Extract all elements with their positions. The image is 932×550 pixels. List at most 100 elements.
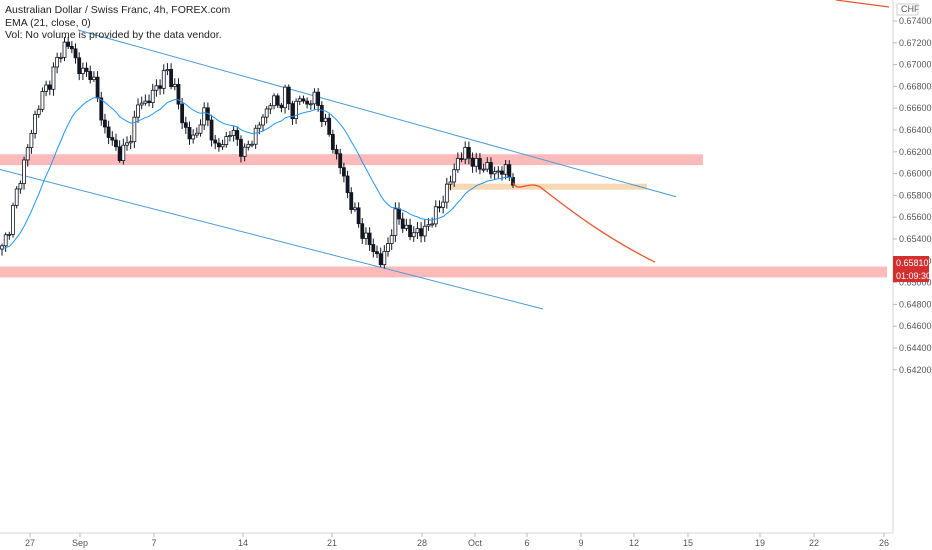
candle-up [297,98,302,102]
candle-up [389,235,394,244]
time-tick-label: 26 [879,538,889,548]
candle-down [66,41,71,47]
candle-down [88,71,93,80]
candle-up [272,95,276,107]
price-tick-label: 0.64600 [899,321,932,331]
volume-legend: Vol: No volume is provided by the data v… [5,29,222,41]
candle-down [349,192,354,211]
time-axis: 27 Sep 7 14 21 28 Oct 6 9 12 15 19 22 26 [25,533,889,548]
support-resistance-zones [0,154,887,278]
candle-up [415,228,420,234]
candle-up [283,86,287,109]
candle-up [128,141,133,144]
price-zone [0,154,703,166]
time-tick-label: 12 [629,538,639,548]
candle-up [125,142,129,146]
candle-up [92,76,96,80]
price-zone [0,266,887,278]
last-price-value: 0.65810 [896,258,929,268]
candle-up [18,183,23,190]
candle-up [448,181,453,185]
ema-line [1,97,514,250]
candle-down [216,142,221,148]
chart-legend: Australian Dollar / Swiss Franc, 4h, FOR… [5,4,230,42]
candle-up [323,117,328,122]
candle-up [312,91,317,105]
candle-down [47,84,52,90]
candle-up [294,100,299,120]
candle-up [430,223,435,226]
candle-down [301,98,306,102]
candle-down [459,158,464,160]
candle-down [478,158,482,170]
currency-label-box [896,3,919,16]
candle-up [22,159,26,184]
price-tick-label: 0.64800 [899,299,932,309]
price-tick-label: 0.64400 [899,343,932,353]
price-tick-label: 0.67200 [899,38,932,48]
candle-down [114,139,118,148]
candle-down [286,86,291,105]
candle-down [290,103,295,120]
candle-up [14,188,19,206]
candle-down [408,224,412,238]
candle-down [103,119,107,128]
candle-up [444,183,449,203]
candle-down [180,103,185,124]
candle-down [397,208,401,220]
candle-up [242,146,247,157]
candle-down [367,232,372,245]
time-tick-label: 9 [578,538,583,548]
candle-up [139,102,144,106]
candle-up [496,170,501,173]
candle-up [154,85,159,91]
price-tick-label: 0.65000 [899,278,932,288]
projection-curve [512,182,656,263]
candle-up [422,225,427,237]
candle-down [147,100,151,104]
time-tick-label: 19 [755,538,765,548]
price-tick-label: 0.65600 [899,212,932,222]
candle-up [228,135,232,138]
candle-up [25,147,30,161]
candle-up [474,158,479,167]
candle-down [99,97,104,121]
candle-down [187,126,192,140]
candle-down [183,122,188,128]
candle-down [169,69,174,88]
price-tick-label: 0.67400 [899,16,932,26]
candle-up [492,171,497,175]
last-price-badge-bg [893,256,929,269]
candle-up [165,69,170,72]
candle-up [161,70,166,89]
candle-down [437,206,442,209]
candle-down [213,139,218,144]
time-tick-label: Sep [72,538,88,548]
candle-up [382,250,387,266]
candle-down [235,130,240,140]
candle-down [239,138,243,157]
candle-down [209,119,214,141]
candle-down [375,251,379,255]
time-tick-label: 27 [25,538,35,548]
candle-up [308,103,313,106]
candle-down [327,117,332,135]
candle-up [455,158,460,171]
candle-down [507,164,512,178]
price-tick-label: 0.66200 [899,147,932,157]
time-tick-label: 14 [238,538,248,548]
candle-up [62,41,67,58]
candle-up [172,84,177,88]
candle-down [117,146,122,161]
candle-up [463,147,468,160]
candle-down [489,162,493,175]
candle-up [426,224,431,227]
candle-up [150,89,155,104]
candle-down [345,175,350,193]
candle-down [419,228,423,237]
channel-upper-line [77,29,677,198]
symbol-title: Australian Dollar / Swiss Franc, 4h, FOR… [5,4,231,16]
candle-up [264,108,269,118]
candle-up [202,107,207,126]
